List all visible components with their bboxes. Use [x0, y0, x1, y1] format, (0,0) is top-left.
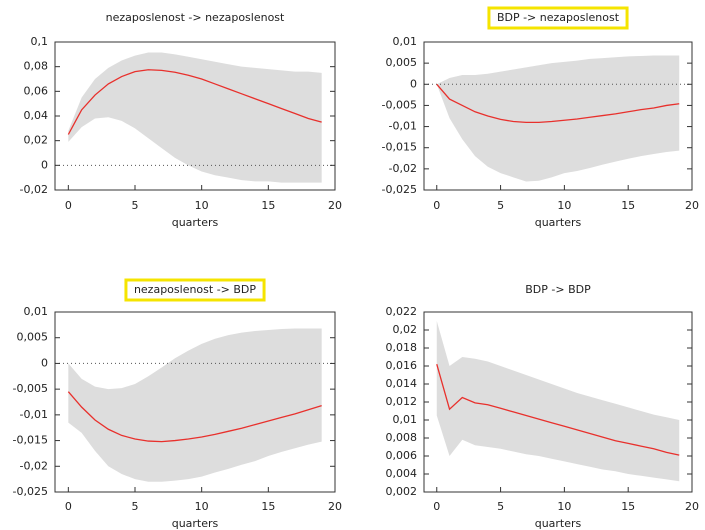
- x-tick-label: 20: [328, 199, 342, 212]
- x-axis-label: quarters: [172, 216, 219, 229]
- y-tick-label: -0,01: [389, 120, 417, 133]
- x-tick-label: 5: [132, 500, 139, 513]
- x-tick-label: 20: [685, 199, 699, 212]
- y-tick-label: -0,015: [382, 141, 417, 154]
- panel: nezaposlenost -> nezaposlenost -0,02 0 0,02…: [20, 11, 342, 229]
- x-tick-label: 15: [621, 199, 635, 212]
- y-tick-label: -0,015: [13, 434, 48, 447]
- x-tick-label: 10: [557, 199, 571, 212]
- x-tick-label: 20: [328, 500, 342, 513]
- panel-title: BDP -> BDP: [525, 283, 591, 296]
- response-line: [436, 83, 680, 123]
- y-tick-label: 0,006: [386, 449, 418, 462]
- y-tick-label: -0,01: [20, 408, 48, 421]
- y-tick-label: 0,005: [17, 331, 49, 344]
- confidence-band: [436, 321, 680, 482]
- y-tick-label: -0,005: [382, 98, 417, 111]
- y-tick-label: 0,1: [31, 35, 49, 48]
- x-axis-label: quarters: [535, 216, 582, 229]
- panel: BDP -> BDP 0,002 0,004 0,006 0,008 0,01 0,012 0…: [386, 283, 700, 530]
- x-tick-label: 15: [261, 500, 275, 513]
- x-tick-label: 20: [685, 500, 699, 513]
- response-line: [67, 69, 322, 135]
- y-tick-label: 0,004: [386, 467, 418, 480]
- y-tick-label: 0,002: [386, 485, 418, 498]
- y-tick-label: 0,08: [24, 60, 49, 73]
- y-tick-label: 0,01: [24, 305, 49, 318]
- y-tick-label: 0: [410, 77, 417, 90]
- y-tick-label: -0,02: [20, 459, 48, 472]
- y-tick-label: 0,06: [24, 84, 49, 97]
- panel: BDP -> nezaposlenost-0,025-0,02-0,015-0,…: [382, 6, 699, 229]
- y-tick-label: 0,01: [393, 413, 418, 426]
- x-tick-label: 0: [65, 199, 72, 212]
- x-tick-label: 0: [433, 199, 440, 212]
- panel-title: nezaposlenost -> nezaposlenost: [106, 11, 285, 24]
- y-tick-label: -0,02: [20, 183, 48, 196]
- y-tick-label: 0,01: [393, 35, 418, 48]
- x-tick-label: 10: [195, 500, 209, 513]
- x-tick-label: 5: [497, 199, 504, 212]
- plot-frame: [54, 311, 336, 493]
- x-tick-label: 15: [621, 500, 635, 513]
- y-tick-label: -0,025: [382, 183, 417, 196]
- y-tick-label: 0,005: [386, 56, 418, 69]
- x-axis-label: quarters: [535, 517, 582, 530]
- x-tick-label: 5: [132, 199, 139, 212]
- y-tick-label: 0,016: [386, 359, 418, 372]
- response-line: [67, 391, 322, 443]
- x-tick-label: 10: [195, 199, 209, 212]
- y-tick-label: -0,005: [13, 382, 48, 395]
- y-tick-label: 0: [41, 356, 48, 369]
- title-highlight: [487, 6, 629, 30]
- y-tick-label: 0,018: [386, 341, 418, 354]
- y-tick-label: 0,022: [386, 305, 418, 318]
- x-axis-label: quarters: [172, 517, 219, 530]
- y-tick-label: 0,02: [393, 323, 418, 336]
- title-highlight: [124, 278, 266, 302]
- confidence-band: [68, 52, 322, 183]
- y-tick-label: 0,012: [386, 395, 418, 408]
- y-tick-label: 0,02: [24, 134, 49, 147]
- x-tick-label: 0: [65, 500, 72, 513]
- x-tick-label: 5: [497, 500, 504, 513]
- y-tick-label: 0,008: [386, 431, 418, 444]
- response-line: [436, 364, 680, 456]
- plot-frame: [423, 41, 693, 191]
- y-tick-label: 0: [41, 158, 48, 171]
- y-tick-label: 0,014: [386, 377, 418, 390]
- x-tick-label: 15: [261, 199, 275, 212]
- x-tick-label: 0: [433, 500, 440, 513]
- y-tick-label: 0,04: [24, 109, 49, 122]
- y-tick-label: -0,025: [13, 485, 48, 498]
- panel-title: BDP -> nezaposlenost: [497, 11, 620, 24]
- confidence-band: [436, 55, 680, 182]
- panel-title: nezaposlenost -> BDP: [134, 283, 256, 296]
- y-tick-label: -0,02: [389, 162, 417, 175]
- panel: nezaposlenost -> BDP-0,025-0,02-0,015-0,…: [13, 278, 342, 530]
- x-tick-label: 10: [557, 500, 571, 513]
- confidence-band: [68, 328, 322, 482]
